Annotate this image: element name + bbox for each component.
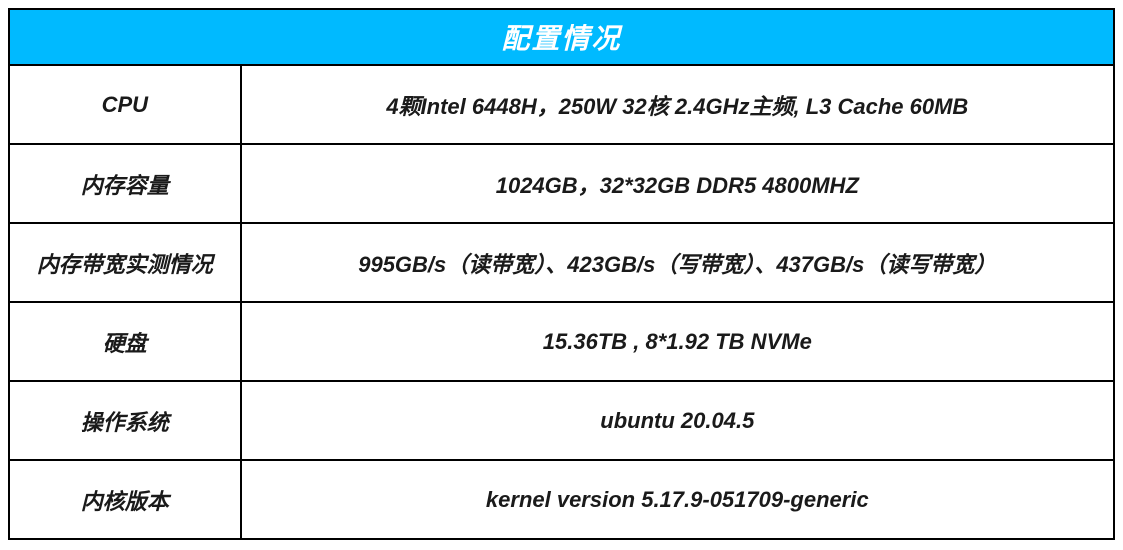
config-spec-table: 配置情况 CPU 4颗Intel 6448H，250W 32核 2.4GHz主频… [8, 8, 1115, 540]
row-value-disk: 15.36TB , 8*1.92 TB NVMe [241, 302, 1114, 381]
table-row: 内核版本 kernel version 5.17.9-051709-generi… [9, 460, 1114, 539]
row-value-os: ubuntu 20.04.5 [241, 381, 1114, 460]
row-label-memory: 内存容量 [9, 144, 241, 223]
table-row: 操作系统 ubuntu 20.04.5 [9, 381, 1114, 460]
row-value-memory: 1024GB，32*32GB DDR5 4800MHZ [241, 144, 1114, 223]
row-value-kernel: kernel version 5.17.9-051709-generic [241, 460, 1114, 539]
row-label-cpu: CPU [9, 65, 241, 144]
table-row: 内存带宽实测情况 995GB/s（读带宽）、423GB/s（写带宽）、437GB… [9, 223, 1114, 302]
table-row: CPU 4颗Intel 6448H，250W 32核 2.4GHz主频, L3 … [9, 65, 1114, 144]
table-row: 硬盘 15.36TB , 8*1.92 TB NVMe [9, 302, 1114, 381]
table-row: 内存容量 1024GB，32*32GB DDR5 4800MHZ [9, 144, 1114, 223]
row-value-bandwidth: 995GB/s（读带宽）、423GB/s（写带宽）、437GB/s（读写带宽） [241, 223, 1114, 302]
row-label-bandwidth: 内存带宽实测情况 [9, 223, 241, 302]
row-label-disk: 硬盘 [9, 302, 241, 381]
table-title: 配置情况 [9, 9, 1114, 65]
row-label-os: 操作系统 [9, 381, 241, 460]
row-label-kernel: 内核版本 [9, 460, 241, 539]
row-value-cpu: 4颗Intel 6448H，250W 32核 2.4GHz主频, L3 Cach… [241, 65, 1114, 144]
